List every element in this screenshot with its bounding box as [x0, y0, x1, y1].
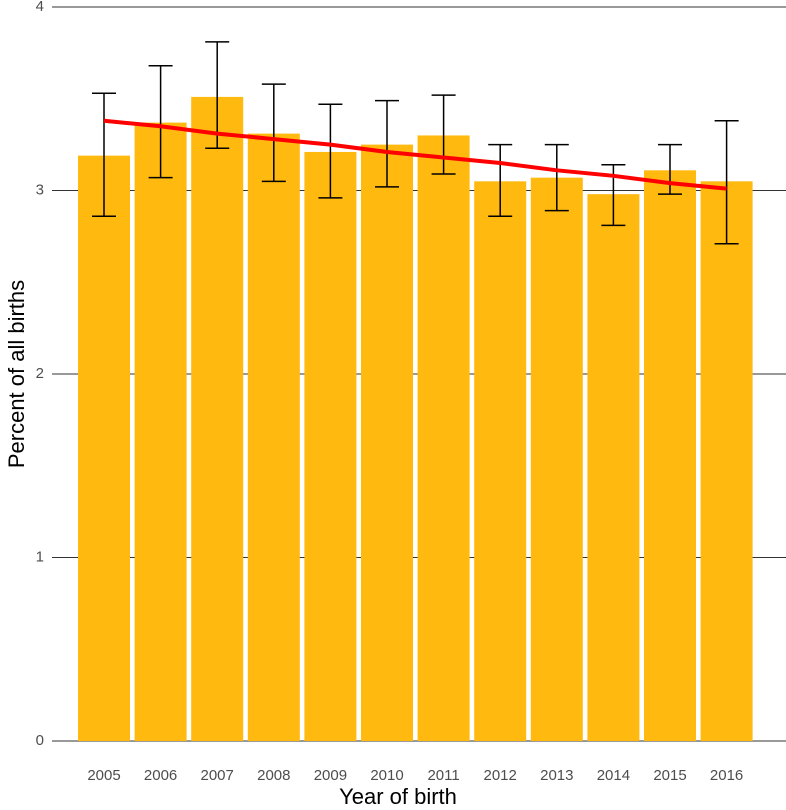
- y-tick-label: 3: [36, 181, 44, 198]
- x-tick-label: 2012: [484, 767, 517, 784]
- x-tick-label: 2013: [540, 767, 573, 784]
- y-tick-label: 2: [36, 365, 44, 382]
- bar: [304, 151, 357, 742]
- x-tick-label: 2009: [314, 767, 347, 784]
- bar: [247, 133, 300, 742]
- bar: [530, 177, 583, 741]
- x-tick-label: 2014: [597, 767, 630, 784]
- bar: [700, 181, 753, 741]
- y-tick-label: 4: [36, 0, 44, 15]
- bar: [134, 122, 187, 742]
- bar: [644, 170, 696, 741]
- bar: [361, 144, 413, 741]
- y-tick-label: 1: [36, 548, 44, 565]
- x-tick-label: 2005: [87, 767, 120, 784]
- x-axis-title: Year of birth: [339, 784, 457, 809]
- y-tick-label: 0: [36, 732, 44, 749]
- bar: [417, 135, 470, 741]
- trend-line: [103, 118, 727, 191]
- x-tick-label: 2015: [653, 767, 686, 784]
- x-tick-label: 2007: [201, 767, 234, 784]
- bar: [474, 181, 527, 741]
- bar: [587, 194, 640, 742]
- bar: [191, 96, 244, 742]
- bar: [78, 155, 130, 741]
- x-tick-label: 2006: [144, 767, 177, 784]
- x-tick-label: 2016: [710, 767, 743, 784]
- x-tick-label: 2008: [257, 767, 290, 784]
- x-tick-label: 2011: [427, 767, 459, 784]
- y-axis-title: Percent of all births: [4, 280, 29, 468]
- x-tick-label: 2010: [370, 767, 403, 784]
